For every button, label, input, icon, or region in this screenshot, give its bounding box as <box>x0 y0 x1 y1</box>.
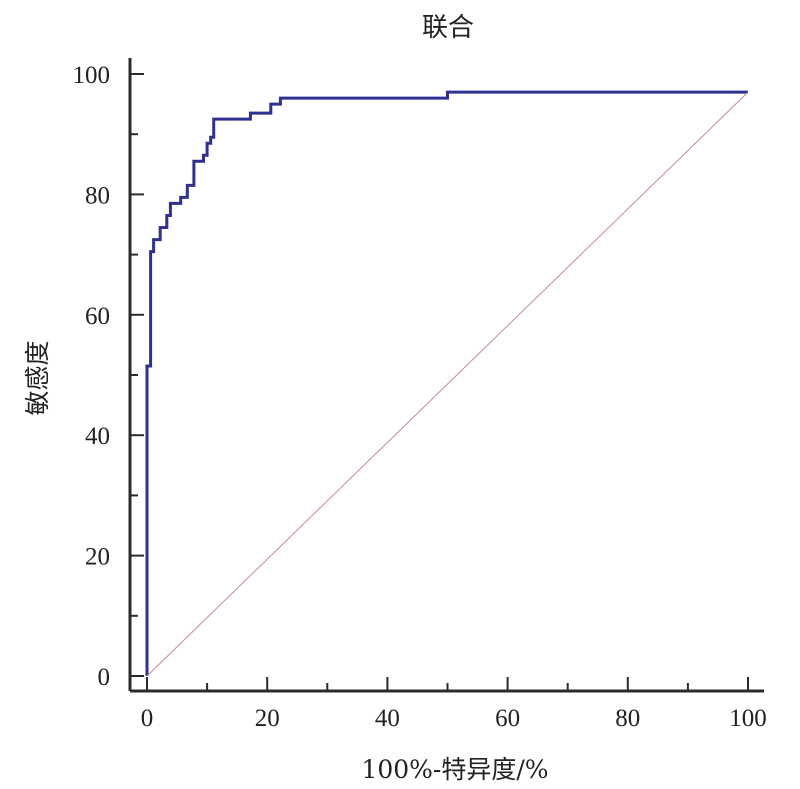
y-tick-label: 20 <box>85 544 110 571</box>
x-tick-label: 40 <box>375 705 400 732</box>
chart-title: 联合 <box>422 13 474 43</box>
y-tick-label: 60 <box>85 303 110 330</box>
y-axis-label: 敏感度 <box>23 340 52 415</box>
x-axis-label: 100%-特异度/% <box>361 755 548 784</box>
axes: 0 20 40 60 80 100 0 20 40 60 80 100 <box>73 58 767 732</box>
roc-curve <box>145 90 748 676</box>
x-tick-label: 100 <box>729 705 767 732</box>
x-tick-label: 20 <box>255 705 280 732</box>
series-layer <box>145 90 749 677</box>
reference-line <box>146 91 749 677</box>
y-tick-label: 100 <box>73 62 111 89</box>
x-tick-label: 0 <box>141 705 154 732</box>
y-tick-label: 80 <box>85 182 110 209</box>
y-tick-label: 40 <box>85 423 110 450</box>
x-tick-label: 60 <box>495 705 520 732</box>
x-tick-label: 80 <box>615 705 640 732</box>
y-tick-label: 0 <box>98 664 111 691</box>
